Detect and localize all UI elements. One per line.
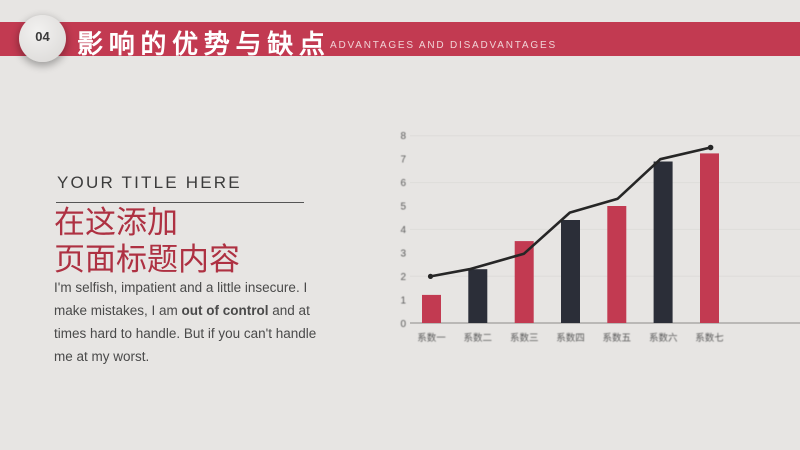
svg-text:7: 7 xyxy=(400,155,406,166)
svg-text:系数二: 系数二 xyxy=(464,332,493,344)
svg-text:4: 4 xyxy=(400,225,406,236)
svg-text:系数三: 系数三 xyxy=(510,332,539,344)
svg-text:6: 6 xyxy=(400,178,406,189)
svg-text:1: 1 xyxy=(400,296,406,307)
svg-text:系数五: 系数五 xyxy=(603,332,632,344)
svg-text:8: 8 xyxy=(400,131,406,142)
svg-text:0: 0 xyxy=(400,319,406,330)
svg-text:3: 3 xyxy=(400,249,406,260)
svg-text:系数七: 系数七 xyxy=(695,332,724,344)
svg-text:系数六: 系数六 xyxy=(649,332,678,344)
svg-text:系数一: 系数一 xyxy=(417,332,446,344)
svg-text:2: 2 xyxy=(400,272,406,283)
svg-text:5: 5 xyxy=(400,202,406,213)
svg-text:系数四: 系数四 xyxy=(556,332,585,344)
